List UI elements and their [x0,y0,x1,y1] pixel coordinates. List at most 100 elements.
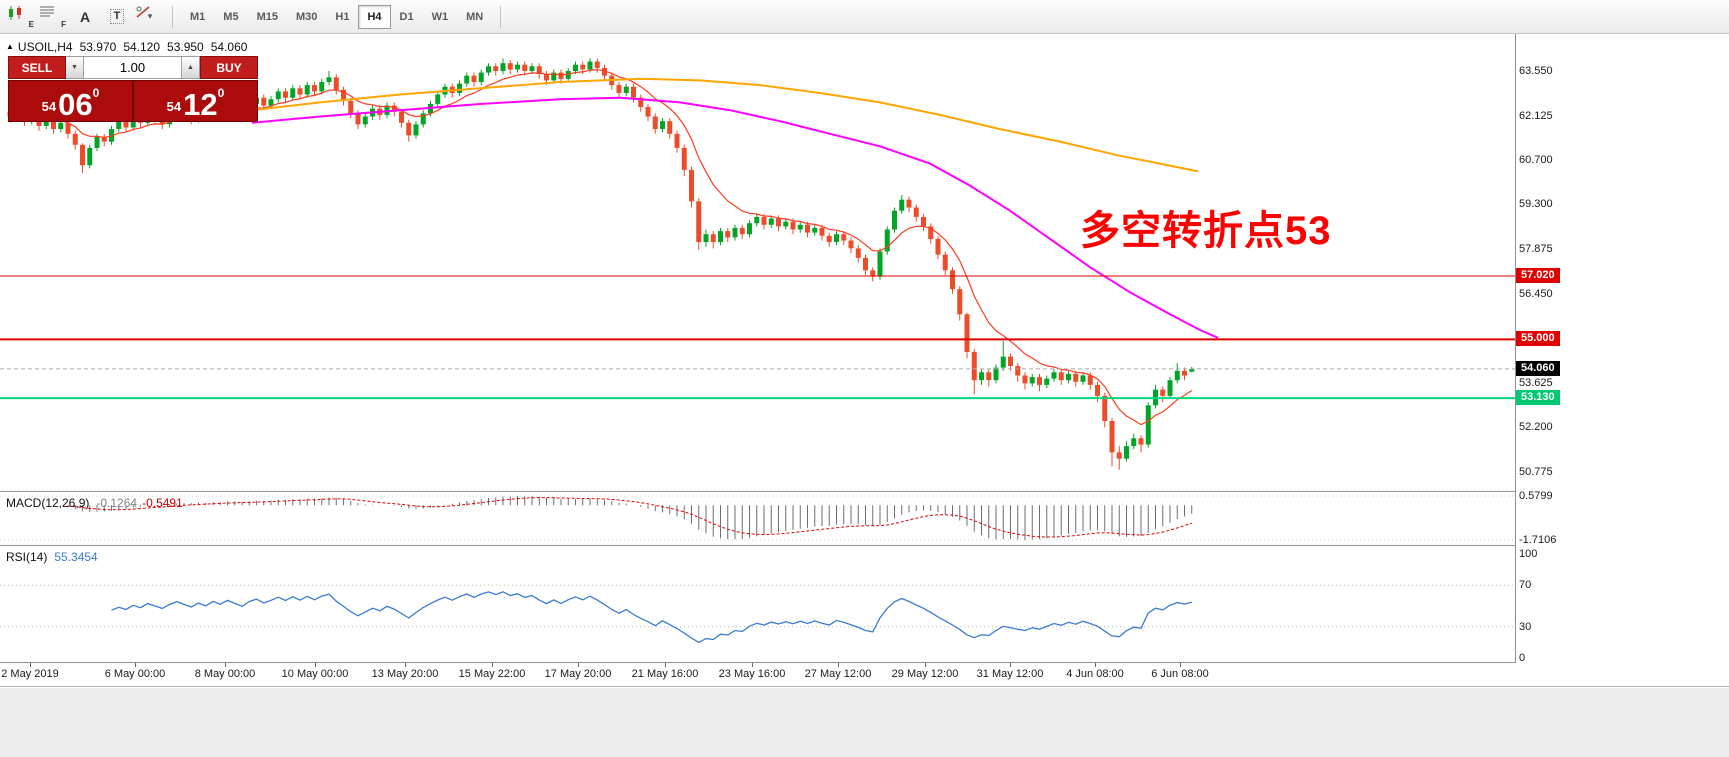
candle-body [834,234,839,242]
candle-body [790,221,796,230]
candle-body [638,97,644,108]
candle-body [478,72,484,82]
candle-body [399,111,404,123]
candle-body [1124,446,1129,459]
candle-body [1080,375,1086,382]
price-chart-panel[interactable] [0,34,1729,492]
low-value: 53.950 [167,40,204,54]
candle-body [1167,380,1173,396]
candle-body [776,218,781,227]
candle-body [51,118,56,130]
high-value: 54.120 [123,40,161,54]
candle-body [283,91,288,98]
candle-body [1189,368,1195,372]
candle-body [72,133,78,145]
price-chart-canvas[interactable] [0,34,1515,491]
chart-annotation: 多空转折点53 [1080,209,1332,253]
candlestick-icon [9,5,21,20]
bid-price-display[interactable]: 54 06 0 [9,81,132,121]
candle-body [783,221,789,227]
symbol-period-label: USOIL,H4 [17,40,73,54]
candle-body [471,75,477,82]
candle-body [87,147,93,166]
candle-body [747,223,752,235]
candle-body [275,91,281,100]
tool-sub-label: E [28,19,34,29]
bid-big-digits: 06 [58,87,93,122]
timeframe-button-H1[interactable]: H1 [335,10,350,23]
candle-body [928,226,934,239]
candle-body [710,234,716,242]
candle-body [950,270,955,290]
candle-body [877,251,883,277]
candle-body [754,217,760,224]
timeframe-button-D1[interactable]: D1 [399,10,414,23]
volume-input[interactable]: 1.00 [84,56,182,79]
candle-body [1116,452,1122,459]
candle-body [906,199,912,208]
candle-body [964,314,970,352]
ma-medium-line [251,96,1219,339]
candle-body [326,77,332,82]
textbox-tool-icon: T [109,9,125,24]
timeframe-button-M1[interactable]: M1 [190,10,206,23]
candle-body [290,88,296,98]
list-grid-tool-button[interactable]: F [38,4,68,30]
candle-body [892,210,897,230]
timeframe-button-M5[interactable]: M5 [223,10,239,23]
rsi-panel[interactable] [0,546,1729,663]
candle-body [464,75,470,84]
sell-button[interactable]: SELL [8,56,66,79]
volume-decrease-button[interactable]: ▼ [66,56,84,79]
timeframe-button-M15[interactable]: M15 [256,10,278,23]
candle-body [870,270,876,277]
text-tool-button[interactable]: A [70,4,100,30]
ask-price-display[interactable]: 54 12 0 [134,81,257,121]
candle-body [319,82,325,92]
candle-body [493,66,499,71]
candlestick-tool-button[interactable]: E [6,4,36,30]
time-axis[interactable] [0,663,1729,687]
candle-body [457,83,462,93]
timeframe-button-M30[interactable]: M30 [295,10,318,23]
candle-body [522,64,528,71]
textbox-tool-button[interactable]: T [102,4,132,30]
price-axis[interactable] [1516,34,1729,663]
candle-body [913,207,919,217]
open-value: 53.970 [79,40,117,54]
macd-panel[interactable] [0,492,1729,546]
candle-body [689,169,694,202]
candle-body [667,121,673,134]
candle-body [718,231,723,243]
candle-body [355,113,361,125]
macd-signal-line [67,497,1192,538]
buy-button[interactable]: BUY [200,56,258,79]
toolbar-separator [172,5,173,28]
candle-body [725,231,731,238]
candle-body [123,121,129,128]
candle-body [971,351,977,381]
timeframe-group: M1 M5 M15 M30 H1 H4 D1 W1 MN [181,4,492,29]
candle-body [544,74,549,81]
timeframe-button-W1[interactable]: W1 [431,10,449,23]
candle-body [362,116,368,125]
candle-body [101,136,107,142]
candle-body [1000,356,1006,368]
candle-body [993,367,999,381]
candle-body [565,71,571,79]
candle-body [406,122,412,136]
rsi-header: RSI(14) 55.3454 [6,550,98,564]
candle-body [732,227,738,238]
timeframe-button-H4[interactable]: H4 [358,4,391,29]
macd-signal-value: -0.5491 [142,496,183,510]
candle-body [768,218,774,225]
candle-body [1095,384,1100,396]
text-tool-icon: A [79,8,91,25]
shapes-icon [136,5,150,18]
chevron-down-icon: ▾ [147,11,153,21]
shapes-tool-button[interactable]: ▾ [134,4,164,30]
close-value: 54.060 [210,40,248,54]
timeframe-button-MN[interactable]: MN [466,10,484,23]
volume-increase-button[interactable]: ▲ [182,56,200,79]
candle-body [681,147,687,170]
